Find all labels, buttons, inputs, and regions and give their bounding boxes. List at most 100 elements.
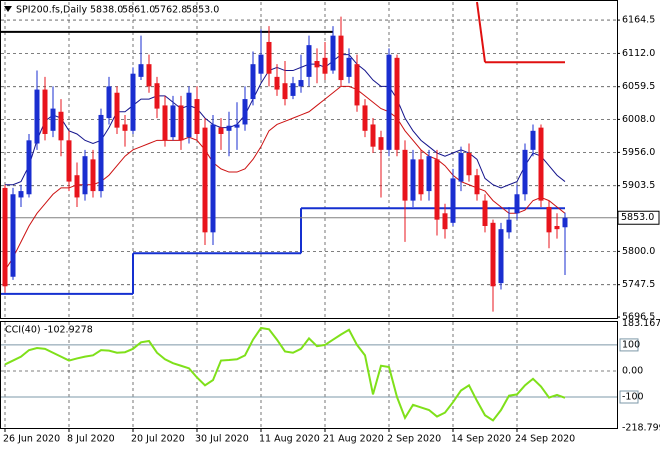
- level-label-box: [619, 338, 639, 352]
- candle-body: [106, 86, 112, 119]
- candle-body: [466, 153, 472, 176]
- candle-body: [10, 194, 16, 277]
- candle-body: [66, 140, 72, 182]
- header-value: 5853.0: [186, 5, 219, 16]
- cci-panel: [0, 321, 618, 429]
- candle-body: [362, 105, 368, 131]
- header-value: 5762.8: [154, 5, 187, 16]
- candle-body: [482, 200, 488, 226]
- candle-body: [346, 57, 352, 77]
- x-tick-label: 24 Sep 2020: [515, 434, 575, 445]
- candle-body: [474, 175, 480, 195]
- candle-body: [2, 187, 8, 287]
- candle-body: [530, 130, 536, 150]
- candle-body: [258, 54, 264, 74]
- y-tick-label: 183.1673: [622, 318, 660, 329]
- candle-body: [458, 153, 464, 182]
- candle-body: [82, 156, 88, 195]
- candle-body: [98, 114, 104, 192]
- cci-line: [4, 326, 566, 422]
- candle-body: [178, 105, 184, 141]
- candle-body: [74, 175, 80, 198]
- candle-body: [290, 83, 296, 96]
- candle-body: [226, 125, 232, 131]
- y-tick-label: -100: [622, 392, 644, 403]
- y-tick-label: 5747.5: [622, 279, 655, 290]
- candle-body: [426, 156, 432, 192]
- candle-body: [418, 159, 424, 195]
- candle-body: [122, 124, 128, 131]
- current-price-label: 5853.0: [621, 212, 654, 223]
- y-tick-label: -218.799: [622, 422, 660, 433]
- candle-body: [210, 124, 216, 233]
- candle-body: [402, 149, 408, 201]
- candle-body: [234, 124, 240, 128]
- y-tick-label: 6112.0: [622, 48, 655, 59]
- candle-body: [338, 35, 344, 81]
- x-tick-label: 11 Aug 2020: [259, 434, 320, 445]
- x-tick-label: 2 Sep 2020: [387, 434, 441, 445]
- level-label-box: [619, 390, 639, 404]
- y-tick-label: 6059.5: [622, 81, 655, 92]
- chart-title: SPI200.fs,Daily: [16, 5, 87, 16]
- header-value: 5861.0: [122, 5, 155, 16]
- y-tick-label: 6164.5: [622, 15, 655, 26]
- candle-body: [90, 159, 96, 192]
- current-price-box: [617, 210, 660, 225]
- candle-body: [130, 73, 136, 131]
- candle-body: [434, 159, 440, 220]
- candle-body: [562, 217, 568, 228]
- candle-body: [410, 159, 416, 201]
- y-tick-label: 5696.5: [622, 312, 655, 323]
- candle-body: [162, 105, 168, 141]
- candle-body: [194, 99, 200, 134]
- candle-body: [154, 83, 160, 109]
- candle-body: [538, 127, 544, 201]
- candle-body: [314, 61, 320, 68]
- candle-body: [50, 108, 56, 131]
- candle-body: [138, 64, 144, 77]
- x-tick-label: 21 Aug 2020: [323, 434, 384, 445]
- candle-body: [242, 99, 248, 125]
- candle-body: [274, 76, 280, 90]
- candle-body: [442, 213, 448, 230]
- candle-body: [34, 89, 40, 144]
- candle-body: [386, 54, 392, 150]
- moving-average: [4, 85, 566, 271]
- candle-body: [26, 140, 32, 195]
- candle-body: [18, 191, 24, 198]
- candle-body: [514, 194, 520, 214]
- candle-body: [506, 219, 512, 233]
- price-panel: [0, 0, 618, 319]
- candle-body: [330, 35, 336, 71]
- y-tick-label: 6008.0: [622, 114, 655, 125]
- candle-body: [202, 127, 208, 233]
- candle-body: [282, 83, 288, 100]
- candle-body: [42, 89, 48, 134]
- y-tick-label: 5903.5: [622, 180, 655, 191]
- candle-body: [522, 149, 528, 195]
- menu-arrow[interactable]: [4, 6, 12, 12]
- candle-body: [298, 80, 304, 87]
- y-tick-label: 0.00: [622, 365, 643, 376]
- x-tick-label: 8 Jul 2020: [67, 434, 115, 445]
- candle-body: [218, 127, 224, 134]
- candle-body: [186, 92, 192, 138]
- candle-body: [266, 41, 272, 74]
- y-tick-label: 100: [622, 339, 640, 350]
- candle-body: [450, 178, 456, 223]
- y-tick-label: 5800.0: [622, 246, 655, 257]
- candle-body: [170, 105, 176, 138]
- candle-body: [378, 137, 384, 150]
- candle-body: [354, 64, 360, 106]
- candle-body: [146, 64, 152, 87]
- candle-body: [490, 222, 496, 287]
- candle-body: [498, 229, 504, 284]
- header-value: 5838.0: [90, 5, 123, 16]
- level-connector: [476, 1, 486, 63]
- candle-body: [322, 57, 328, 74]
- candle-body: [250, 64, 256, 100]
- candle-body: [394, 57, 400, 150]
